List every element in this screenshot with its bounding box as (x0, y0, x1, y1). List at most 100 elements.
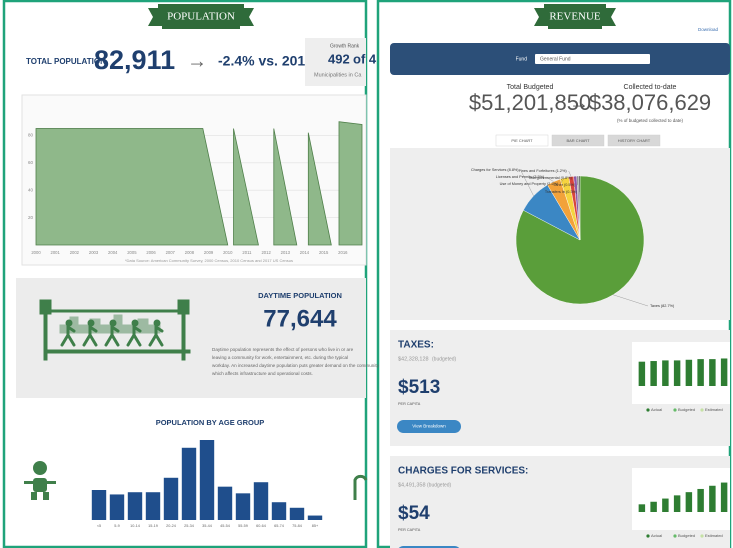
x-tick-label: 2014 (300, 250, 310, 255)
daytime-value: 77,644 (263, 305, 337, 332)
arrow: → (569, 92, 589, 114)
description-line: which affects infrastructure and operati… (212, 371, 313, 376)
x-tick-label: 2008 (185, 250, 195, 255)
collected-note: (% of budgeted collected to date) (617, 118, 684, 123)
bar (92, 490, 106, 520)
baby-icon (24, 461, 56, 500)
growth-label: Growth Rank (330, 43, 360, 49)
bar (686, 360, 692, 386)
bar (709, 486, 715, 512)
collected-value: $38,076,629 (589, 90, 711, 115)
legend-label: Budgeted (678, 533, 695, 538)
x-tick-label: 35-44 (202, 524, 212, 528)
slice-name: Charges for Services (471, 168, 507, 172)
chart-note: *Data Source: American Community Survey,… (125, 258, 293, 263)
slice-name: Fines and Forfeitures (519, 169, 555, 173)
legend-dot (700, 534, 703, 537)
legend-label: Actual (651, 407, 662, 412)
slice-name: Taxes (650, 304, 660, 308)
x-tick-label: 2009 (204, 250, 214, 255)
x-tick-label: <5 (97, 524, 101, 528)
x-tick-label: 2004 (108, 250, 118, 255)
x-tick-label: 75-84 (292, 524, 302, 528)
legend-label: Budgeted (678, 407, 695, 412)
legend-label: Actual (651, 533, 662, 538)
change: -2.4% vs. 2017 (218, 53, 313, 69)
bar (639, 362, 645, 386)
slice-label: Taxes(82.7%) (650, 304, 675, 308)
x-tick-label: 10-14 (130, 524, 140, 528)
description-line: leaving a community for work, entertainm… (212, 355, 348, 360)
growth-of: of 4 (353, 51, 377, 66)
slice-value: (0.8%) (561, 176, 573, 180)
x-tick-label: 2015 (319, 250, 329, 255)
total-value: 82,911 (94, 45, 175, 75)
x-tick-label: 2001 (51, 250, 61, 255)
bar (308, 516, 322, 520)
bar (254, 482, 268, 520)
tab-label[interactable]: BAR CHART (566, 138, 590, 143)
slice-label: Intergovernmental(0.8%) (529, 176, 573, 180)
x-tick-label: 85+ (312, 524, 319, 528)
slice-value: (8.8%) (507, 168, 519, 172)
page: POPULATION REVENUE TOTAL POPULATION 82,9… (0, 0, 733, 548)
x-tick-label: 2011 (242, 250, 252, 255)
bar (721, 483, 727, 512)
slice-value: (0.3%) (566, 190, 578, 194)
bar (674, 360, 680, 386)
per-capita: $54 (398, 503, 430, 524)
legend-dot (646, 408, 649, 411)
tab-label[interactable]: PIE CHART (511, 138, 533, 143)
view-button-label[interactable]: View Breakdown (412, 424, 446, 429)
slice-label: Other(0.5%) (553, 183, 575, 187)
legend-dot (700, 408, 703, 411)
bar (164, 478, 178, 520)
x-tick-label: 20-24 (166, 524, 176, 528)
x-tick-label: 5-9 (114, 524, 120, 528)
legend-label: Estimated (705, 407, 723, 412)
legend-label: Estimated (705, 533, 723, 538)
banner-title: POPULATION (167, 11, 235, 23)
bar (236, 493, 250, 520)
x-tick-label: 2007 (166, 250, 176, 255)
card-budgeted: $4,491,358 (398, 482, 426, 488)
dashboard: POPULATION REVENUE TOTAL POPULATION 82,9… (0, 0, 733, 548)
download-link[interactable]: Download (698, 27, 719, 32)
fund-label: Fund (516, 56, 528, 62)
slice-label: Charges for Services(8.8%) (471, 168, 519, 172)
y-tick-label: 80 (28, 133, 34, 138)
description-line: Daytime population represents the effect… (212, 347, 354, 352)
bar (697, 359, 703, 386)
per-capita-label: PER CAPITA (398, 402, 421, 406)
fund-value[interactable]: General Fund (540, 56, 571, 62)
bar (639, 504, 645, 512)
banner-title: REVENUE (549, 11, 601, 23)
slice-name: Transfers In (545, 190, 565, 194)
bar (290, 508, 304, 520)
slice-name: Intergovernmental (529, 176, 560, 180)
age-title: POPULATION BY AGE GROUP (156, 418, 265, 427)
description-line: workday. An increased daytime population… (212, 363, 380, 368)
bar (674, 495, 680, 512)
icon-partial (355, 476, 366, 500)
bar (218, 487, 232, 520)
y-tick-label: 20 (28, 215, 34, 220)
bar (662, 360, 668, 386)
bar (709, 359, 715, 386)
x-tick-label: 2000 (31, 250, 41, 255)
x-tick-label: 15-19 (148, 524, 158, 528)
x-tick-label: 65-74 (274, 524, 284, 528)
legend-dot (646, 534, 649, 537)
slice-label: Fines and Forfeitures(1.2%) (519, 169, 568, 173)
x-tick-label: 2016 (338, 250, 348, 255)
tabs: PIE CHART BAR CHART HISTORY CHART (496, 135, 660, 146)
legend-dot (673, 534, 676, 537)
x-tick-label: 2013 (281, 250, 291, 255)
slice-name: Other (553, 183, 563, 187)
slice-value: (1.2%) (556, 169, 568, 173)
bar (128, 492, 142, 520)
arrow: → (187, 50, 207, 72)
growth-note: Municipalities in Ca (314, 72, 362, 78)
bar (650, 502, 656, 512)
tab-label[interactable]: HISTORY CHART (618, 138, 651, 143)
